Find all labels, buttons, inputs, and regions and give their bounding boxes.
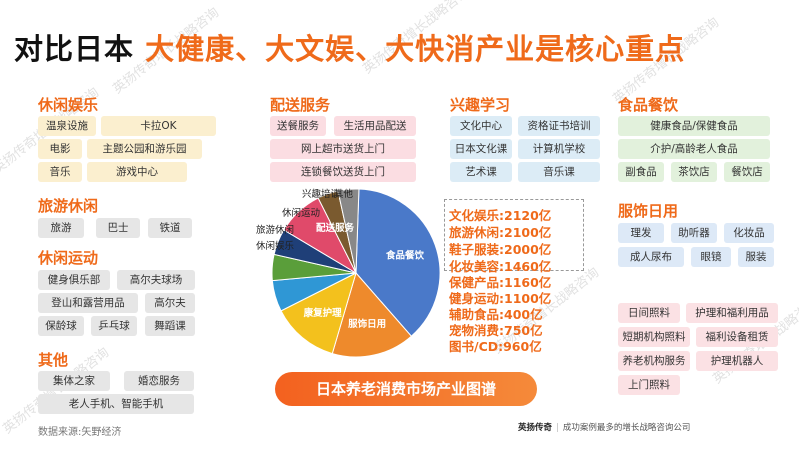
leisure-ent-item: 主题公园和游乐园: [87, 139, 202, 159]
tourism-heading: 旅游休闲: [38, 197, 99, 215]
title-part1: 对比日本: [14, 32, 135, 66]
footer: 英扬传奇 | 成功案例最多的增长战略咨询公司: [518, 423, 691, 433]
stat-item: 宠物消费:750亿: [449, 323, 543, 338]
chart-banner: 日本养老消费市场产业图谱: [275, 372, 537, 406]
other-heading: 其他: [38, 351, 69, 369]
care-item: 护理和福利用品: [686, 303, 778, 323]
care-item: 日间照料: [618, 303, 680, 323]
pie-slice: [337, 188, 360, 274]
leisure-sport-heading: 休闲运动: [38, 249, 99, 267]
leisure-sport-item: 健身俱乐部: [38, 270, 110, 290]
title-part2: 大健康、大文娱、大快消产业是核心重点: [145, 32, 686, 66]
delivery-item: 连锁餐饮送货上门: [270, 162, 416, 182]
delivery-heading: 配送服务: [270, 96, 331, 114]
leisure-sport-item: 登山和露营用品: [38, 293, 138, 313]
leisure-ent-heading: 休闲娱乐: [38, 96, 99, 114]
delivery-item: 送餐服务: [270, 116, 326, 136]
pie-slice-label: 兴趣培训: [302, 188, 340, 200]
clothing-item: 化妆品: [724, 223, 774, 243]
leisure-ent-item: 卡拉OK: [101, 116, 216, 136]
pie-slice: [331, 271, 413, 358]
food-heading: 食品餐饮: [618, 96, 679, 114]
tourism-item: 铁道: [148, 218, 192, 238]
food-item: 健康食品/保健食品: [618, 116, 770, 136]
other-item: 老人手机、智能手机: [38, 394, 194, 414]
pie-slice-label: 休闲娱乐: [256, 240, 295, 252]
care-item: 养老机构服务: [618, 351, 690, 371]
data-source: 数据来源:矢野经济: [38, 427, 122, 438]
footer-slogan: 成功案例最多的增长战略咨询公司: [562, 423, 691, 433]
food-item: 介护/高龄老人食品: [618, 139, 770, 159]
interest-heading: 兴趣学习: [450, 96, 511, 114]
clothing-item: 理发: [618, 223, 664, 243]
interest-item: 文化中心: [450, 116, 512, 136]
leisure-sport-item: 高尔夫球场: [117, 270, 195, 290]
care-item: 上门照料: [618, 375, 680, 395]
stat-item: 辅助食品:400亿: [449, 307, 543, 322]
leisure-ent-item: 音乐: [38, 162, 82, 182]
other-item: 集体之家: [38, 371, 110, 391]
food-item: 茶饮店: [671, 162, 717, 182]
footer-brand: 英扬传奇: [518, 423, 553, 433]
pie-slices: [271, 188, 441, 358]
leisure-sport-item: 保龄球: [38, 316, 84, 336]
leisure-sport-item: 舞蹈课: [145, 316, 195, 336]
page-title: 对比日本 大健康、大文娱、大快消产业是核心重点: [14, 26, 685, 68]
clothing-heading: 服饰日用: [618, 202, 679, 220]
tourism-item: 巴士: [96, 218, 140, 238]
leisure-ent-item: 游戏中心: [87, 162, 187, 182]
pie-slice-label: 休闲运动: [282, 207, 320, 219]
leisure-sport-item: 高尔夫: [145, 293, 195, 313]
interest-item: 艺术课: [450, 162, 512, 182]
food-item: 餐饮店: [724, 162, 770, 182]
stat-item: 健身运动:1100亿: [449, 291, 552, 306]
pie-slice-label: 康复护理: [303, 307, 343, 319]
leisure-ent-item: 电影: [38, 139, 82, 159]
interest-item: 资格证书培训: [518, 116, 600, 136]
interest-item: 计算机学校: [518, 139, 600, 159]
delivery-item: 生活用品配送: [334, 116, 416, 136]
stat-item: 文化娱乐:2120亿: [449, 208, 552, 223]
pie-slice-label: 食品餐饮: [385, 250, 425, 262]
stat-item: 化妆美容:1460亿: [449, 259, 552, 274]
stat-item: 保健产品:1160亿: [449, 275, 552, 290]
tourism-item: 旅游: [38, 218, 84, 238]
care-item: 福利设备租赁: [696, 327, 778, 347]
stat-item: 旅游休闲:2100亿: [449, 225, 552, 240]
delivery-item: 网上超市送货上门: [270, 139, 416, 159]
stat-item: 鞋子服装:2000亿: [449, 242, 552, 257]
stats-highlight-box: [444, 199, 584, 271]
leisure-ent-item: 温泉设施: [38, 116, 96, 136]
pie-slice-label: 配送服务: [316, 222, 355, 234]
pie-slice-label: 其他: [334, 188, 354, 200]
care-item: 护理机器人: [696, 351, 778, 371]
clothing-item: 眼镜: [691, 247, 731, 267]
stat-item: 图书/CD:960亿: [449, 339, 542, 354]
pie-slice: [355, 188, 441, 337]
interest-item: 音乐课: [518, 162, 600, 182]
clothing-item: 成人尿布: [618, 247, 684, 267]
care-item: 短期机构照料: [618, 327, 690, 347]
pie-slice-label: 旅游休闲: [256, 224, 294, 236]
interest-item: 日本文化课: [450, 139, 512, 159]
food-item: 副食品: [618, 162, 664, 182]
leisure-sport-item: 乒乓球: [91, 316, 137, 336]
other-item: 婚恋服务: [124, 371, 194, 391]
clothing-item: 助听器: [671, 223, 717, 243]
pie-slice-label: 服饰日用: [348, 318, 386, 330]
pie-slice: [280, 272, 357, 355]
clothing-item: 服装: [738, 247, 774, 267]
